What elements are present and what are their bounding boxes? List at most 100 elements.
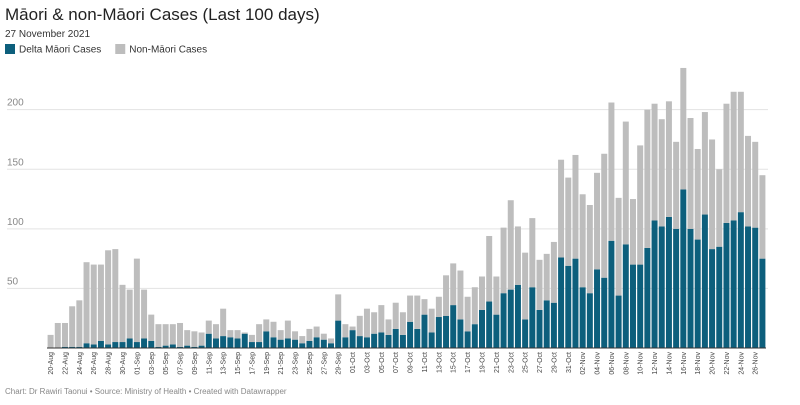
bar-segment [435,296,442,318]
bar-segment [479,276,485,310]
bar-segment [522,252,529,320]
x-tick-label: 29-Oct [551,352,558,373]
x-tick-label: 18-Nov [695,352,702,375]
x-tick-label: 29-Sep [336,352,343,375]
bar-segment [292,331,299,340]
bar-segment [335,294,342,321]
bar-segment [177,322,184,347]
bar-segment [730,220,737,348]
x-tick-label: 10-Nov [638,352,645,375]
x-tick-label: 22-Aug [62,352,69,375]
bar-segment [658,226,665,348]
bar-segment [701,112,708,215]
bar-segment [622,121,629,245]
bar-segment [658,119,665,227]
bar-segment [457,270,464,320]
bar-segment [428,308,435,333]
bar-segment [723,222,730,348]
bar-segment [69,346,76,348]
x-tick-label: 02-Nov [580,352,587,375]
bar-segment [471,287,478,325]
bar-segment [716,246,723,348]
x-tick-label: 21-Oct [494,352,501,373]
bar-segment [421,299,428,315]
bar-segment [435,317,442,348]
x-tick-label: 01-Oct [350,352,357,373]
chart-title: Māori & non-Māori Cases (Last 100 days) [5,5,320,24]
bar-segment [737,212,744,348]
bar-segment [572,258,579,348]
bar-segment [399,334,406,348]
bar-segment [450,263,457,306]
bar-segment [421,314,428,348]
bar-segment [594,172,601,270]
x-tick-label: 28-Aug [106,352,113,375]
bar-segment [299,336,306,344]
x-tick-label: 19-Oct [479,352,486,373]
x-tick-label: 31-Oct [566,352,573,373]
bar-segment [320,333,327,340]
bar-segment [637,145,644,265]
bar-segment [730,91,737,221]
x-tick-label: 05-Oct [379,352,386,373]
bar-segment [256,342,263,348]
bar-segment [299,343,306,348]
bar-segment [443,275,450,316]
y-tick-label: 100 [7,217,24,228]
bar-segment [651,220,658,348]
bar-segment [536,259,543,310]
bar-segment [443,315,450,348]
bar-segment [414,328,421,348]
bar-segment [177,346,184,348]
bar-segment [637,264,644,348]
bar-segment [97,264,104,341]
x-tick-label: 20-Nov [710,352,717,375]
bar-segment [752,141,759,228]
bar-segment [169,324,176,345]
bar-segment [220,308,227,337]
x-tick-label: 26-Nov [753,352,760,375]
x-tick-label: 09-Sep [192,352,199,375]
bar-segment [665,101,672,217]
bar-segment [248,334,255,343]
bar-segment [169,344,176,348]
bar-segment [241,332,248,334]
bar-segment [320,339,327,348]
bar-segment [155,346,162,348]
bar-segment [694,148,701,240]
bar-segment [263,319,270,332]
bar-segment [514,226,521,285]
bar-segment [126,289,133,339]
bar-segment [356,336,363,348]
bar-segment [83,262,90,344]
bar-segment [227,330,234,338]
x-tick-label: 04-Nov [595,352,602,375]
x-tick-label: 05-Sep [163,352,170,375]
bar-segment [507,289,514,348]
bar-segment [486,235,493,302]
bar-segment [407,321,414,348]
bar-segment [680,67,687,190]
y-tick-label: 200 [7,98,24,109]
bar-segment [529,287,536,348]
bar-segment [601,277,608,348]
bar-segment [709,249,716,348]
bar-segment [241,333,248,348]
bar-segment [586,293,593,348]
bar-segment [723,103,730,223]
bar-segment [716,169,723,247]
bar-segment [205,333,212,348]
bar-segment [313,337,320,348]
bar-segment [83,343,90,348]
bar-segment [234,338,241,348]
bar-segment [737,91,744,213]
bar-segment [709,139,716,250]
bar-segment [184,345,191,348]
bar-segment [356,315,363,337]
bar-segment [234,330,241,339]
x-tick-label: 17-Sep [249,352,256,375]
bar-segment [759,175,766,259]
bar-segment [313,326,320,338]
x-tick-label: 26-Aug [91,352,98,375]
bar-segment [69,306,76,347]
